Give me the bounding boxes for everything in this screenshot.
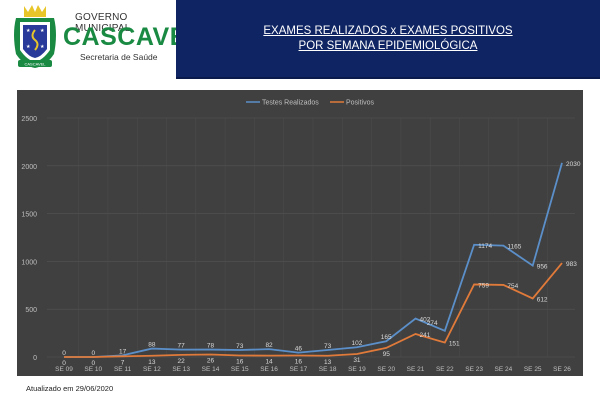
gov-label: GOVERNO MUNICIPAL	[75, 12, 131, 34]
x-tick-label: SE 24	[495, 366, 513, 373]
chart-container: 0 500 1000 1500 2000 2500 SE 09 SE 10 SE 11 SE 12…	[17, 90, 583, 376]
x-tick-label: SE 20	[377, 366, 395, 373]
data-label: 0	[62, 350, 66, 357]
data-label: 754	[507, 283, 518, 290]
data-label: 31	[353, 357, 361, 364]
x-tick-label: SE 18	[319, 366, 337, 373]
x-tick-label: SE 26	[553, 366, 571, 373]
y-tick-label: 1000	[21, 259, 37, 266]
title-line-2: POR SEMANA EPIDEMIOLÓGICA	[298, 40, 478, 52]
data-label: 956	[537, 264, 548, 271]
logo-area: ★ ★ ★ ★ CASCAVEL GOVERNO MUNICIPAL CASCA…	[0, 0, 202, 75]
data-label: 88	[148, 342, 156, 349]
data-label: 983	[566, 261, 577, 268]
x-tick-label: SE 16	[260, 366, 278, 373]
x-tick-label: SE 19	[348, 366, 366, 373]
legend-label: Testes Realizados	[262, 100, 319, 107]
data-label: 13	[148, 359, 156, 366]
x-tick-label: SE 25	[524, 366, 542, 373]
x-tick-label: SE 12	[143, 366, 161, 373]
x-tick-label: SE 14	[202, 366, 220, 373]
x-tick-label: SE 11	[114, 366, 132, 373]
data-label: 78	[207, 343, 215, 350]
line-chart: 0 500 1000 1500 2000 2500 SE 09 SE 10 SE 11 SE 12…	[21, 100, 581, 374]
data-label: 16	[295, 358, 303, 365]
data-label: 402	[420, 317, 431, 324]
header-band: EXAMES REALIZADOS x EXAMES POSITIVOS POR…	[176, 0, 600, 79]
y-tick-label: 2000	[21, 164, 37, 171]
x-tick-label: SE 13	[172, 366, 190, 373]
data-label: 73	[324, 343, 332, 350]
data-label: 14	[265, 359, 273, 366]
department-label: Secretaria de Saúde	[80, 52, 158, 62]
data-label: 22	[178, 358, 186, 365]
svg-text:★: ★	[40, 44, 45, 50]
data-label: 0	[91, 360, 95, 367]
data-label: 73	[236, 343, 244, 350]
data-label: 241	[420, 332, 431, 339]
y-tick-label: 2500	[21, 116, 37, 123]
series-line	[64, 262, 563, 358]
data-label: 46	[295, 346, 303, 353]
legend-label: Positivos	[346, 100, 375, 107]
city-crest-icon: ★ ★ ★ ★ CASCAVEL	[14, 5, 56, 68]
title-line-1: EXAMES REALIZADOS x EXAMES POSITIVOS	[263, 25, 513, 37]
x-tick-label: SE 21	[407, 366, 425, 373]
x-tick-label: SE 15	[231, 366, 249, 373]
data-label: 7	[121, 359, 125, 366]
data-label: 26	[207, 358, 215, 365]
data-label: 77	[178, 343, 186, 350]
series-line	[64, 162, 563, 358]
data-label: 95	[383, 351, 391, 358]
svg-text:★: ★	[26, 28, 31, 34]
y-tick-label: 0	[33, 355, 37, 362]
svg-text:CASCAVEL: CASCAVEL	[24, 62, 46, 67]
data-label: 17	[119, 348, 127, 355]
page-title: EXAMES REALIZADOS x EXAMES POSITIVOS POR…	[176, 24, 600, 54]
data-label: 1165	[507, 244, 521, 251]
y-tick-label: 500	[25, 307, 37, 314]
x-tick-label: SE 10	[84, 366, 102, 373]
data-label: 2030	[566, 161, 581, 168]
x-tick-label: SE 23	[465, 366, 483, 373]
data-label: 612	[537, 296, 548, 303]
y-tick-label: 1500	[21, 212, 37, 219]
svg-text:★: ★	[26, 44, 31, 50]
data-label: 82	[265, 342, 273, 349]
svg-text:★: ★	[40, 28, 45, 34]
data-label: 151	[449, 341, 460, 348]
data-label: 274	[427, 320, 438, 327]
x-tick-label: SE 22	[436, 366, 454, 373]
x-tick-label: SE 09	[55, 366, 73, 373]
x-tick-label: SE 17	[289, 366, 307, 373]
data-label: 102	[352, 340, 363, 347]
data-label: 759	[478, 282, 489, 289]
updated-note: Atualizado em 29/06/2020	[26, 384, 114, 393]
data-label: 0	[91, 350, 95, 357]
data-label: 16	[236, 358, 244, 365]
data-label: 0	[62, 360, 66, 367]
data-label: 1174	[478, 243, 492, 250]
data-label: 165	[381, 334, 392, 341]
data-label: 13	[324, 359, 332, 366]
